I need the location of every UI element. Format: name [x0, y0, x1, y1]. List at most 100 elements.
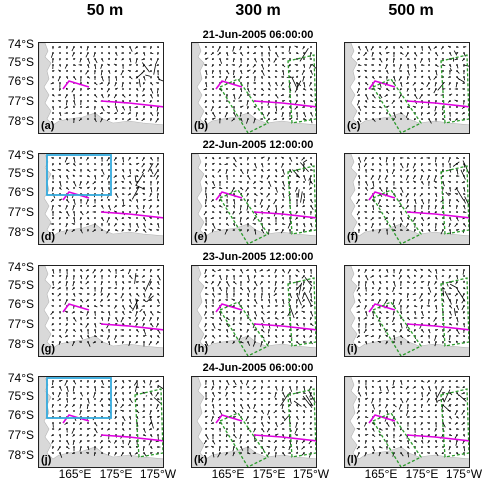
lat-label: 77°S [7, 428, 34, 442]
panel-label: (f) [347, 231, 358, 243]
region-box-green [287, 54, 316, 124]
land-mass [39, 43, 163, 133]
land-mass [345, 377, 469, 467]
land-mass [345, 43, 469, 133]
land-mass [192, 377, 316, 467]
panel-label: (h) [194, 343, 209, 355]
transect-line [215, 303, 243, 313]
transect-line [100, 434, 163, 442]
lat-label: 78°S [7, 337, 34, 351]
region-box-green [440, 54, 469, 124]
panel-label: (g) [41, 343, 56, 355]
lon-label: 175°W [292, 467, 330, 481]
column-title-500m: 500 m [388, 2, 434, 19]
region-box-green [287, 165, 316, 235]
region-box-green [372, 412, 422, 467]
lat-label: 78°S [7, 114, 34, 128]
transect-line [406, 434, 469, 442]
map-canvas [192, 154, 316, 244]
lat-label: 75°S [7, 389, 34, 403]
map-panel: (l) [344, 376, 470, 468]
region-box-cyan [46, 377, 112, 419]
map-panel: (j) [38, 376, 164, 468]
map-panel: (g) [38, 265, 164, 357]
transect-line [215, 80, 243, 90]
vector-field [203, 156, 314, 235]
column-title-300m: 300 m [235, 2, 281, 19]
map-canvas [192, 266, 316, 356]
panel-label: (k) [194, 454, 208, 466]
date-label-row3: 23-Jun-2005 12:00:00 [202, 251, 314, 263]
map-canvas [345, 266, 469, 356]
map-panel: (h) [191, 265, 317, 357]
map-panel: (b) [191, 42, 317, 134]
panel-label: (b) [194, 120, 209, 132]
map-canvas [39, 43, 163, 133]
transect-line [406, 323, 469, 331]
lon-label: 175°W [139, 467, 177, 481]
map-canvas [39, 154, 163, 244]
land-mass [192, 266, 316, 356]
vector-field [50, 268, 161, 347]
lat-label: 74°S [7, 37, 34, 51]
transect-line [253, 323, 316, 331]
region-box-green [440, 388, 469, 458]
map-canvas [39, 377, 163, 467]
lon-label: 175°E [99, 467, 133, 481]
map-panel: (f) [344, 153, 470, 245]
vector-field [51, 379, 163, 458]
lat-label: 76°S [7, 408, 34, 422]
date-label-row1: 21-Jun-2005 06:00:00 [202, 29, 314, 41]
region-box-green [219, 189, 269, 244]
region-box-green [372, 78, 422, 133]
transect-line [253, 434, 316, 442]
panel-label: (l) [347, 454, 358, 466]
map-canvas [345, 154, 469, 244]
vector-field [203, 268, 314, 347]
panel-label: (e) [194, 231, 208, 243]
transect-line [406, 100, 469, 108]
lat-label: 76°S [7, 185, 34, 199]
map-panel: (d) [38, 153, 164, 245]
map-panel: (i) [344, 265, 470, 357]
column-title-50m: 50 m [86, 2, 124, 19]
map-canvas [192, 43, 316, 133]
map-panel: (a) [38, 42, 164, 134]
lat-label: 74°S [7, 260, 34, 274]
transect-line [100, 323, 163, 331]
map-panel: (k) [191, 376, 317, 468]
land-mass [192, 43, 316, 133]
lat-label: 75°S [7, 166, 34, 180]
map-panel: (e) [191, 153, 317, 245]
panel-label: (j) [41, 454, 52, 466]
panel-label: (c) [347, 120, 361, 132]
lat-label: 77°S [7, 94, 34, 108]
transect-line [100, 100, 163, 108]
date-label-row2: 22-Jun-2005 12:00:00 [202, 139, 314, 151]
panel-label: (i) [347, 343, 358, 355]
region-box-green [219, 301, 269, 356]
region-box-green [134, 388, 163, 458]
transect-line [368, 191, 396, 201]
lat-label: 78°S [7, 448, 34, 462]
map-panel: (c) [344, 42, 470, 134]
vector-field [50, 156, 160, 235]
panel-label: (a) [41, 120, 55, 132]
panel-label: (d) [41, 231, 56, 243]
transect-line [62, 414, 90, 424]
vector-field [356, 268, 466, 347]
region-box-green [372, 189, 422, 244]
transect-line [368, 414, 396, 424]
vector-field [50, 45, 163, 124]
transect-line [100, 211, 163, 219]
map-canvas [345, 43, 469, 133]
lat-label: 76°S [7, 297, 34, 311]
lon-label: 165°E [211, 467, 245, 481]
region-box-cyan [46, 154, 112, 196]
region-box-green [219, 78, 269, 133]
transect-line [62, 303, 90, 313]
lat-label: 74°S [7, 148, 34, 162]
lat-label: 77°S [7, 317, 34, 331]
region-box-green [440, 277, 469, 347]
lat-label: 77°S [7, 205, 34, 219]
